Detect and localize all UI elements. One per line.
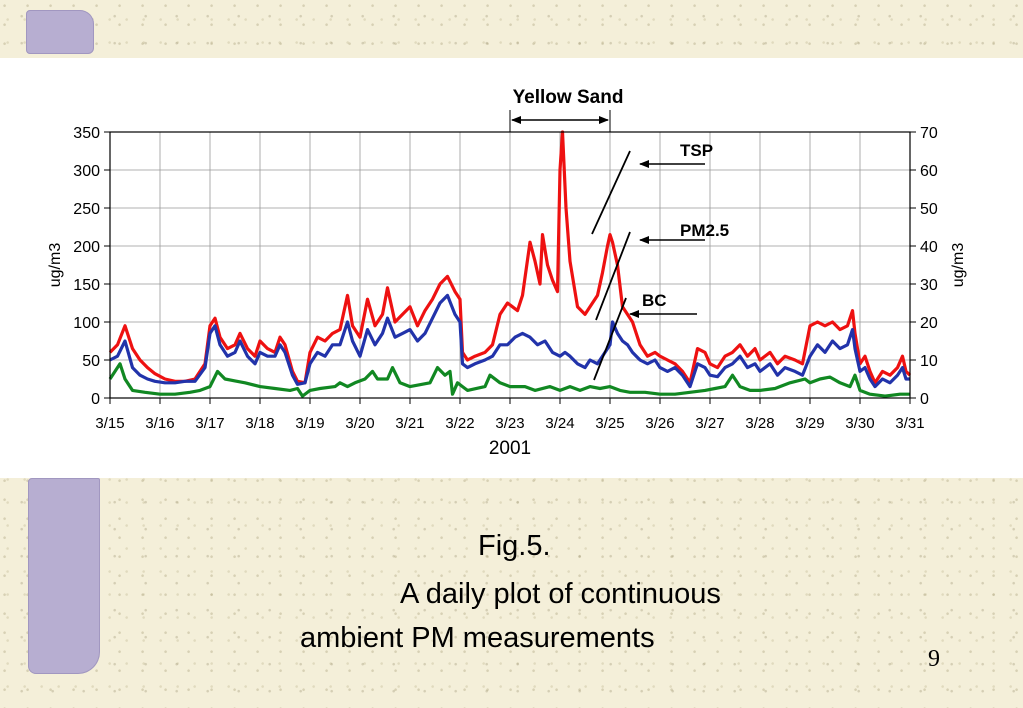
right-y-tick-label: 30 xyxy=(920,277,938,294)
left-y-axis-title: ug/m3 xyxy=(47,243,64,288)
left-y-tick-label: 0 xyxy=(91,391,100,408)
pm-time-series-chart: 0 50 100 150 200 250 300 350 0 10 20 30 40 50 60 70 3/15… xyxy=(47,87,967,459)
x-tick-label: 3/17 xyxy=(195,415,224,432)
x-tick-label: 3/28 xyxy=(745,415,774,432)
right-y-tick-label: 20 xyxy=(920,315,938,332)
left-y-tick-label: 50 xyxy=(82,353,100,370)
x-tick-label: 3/23 xyxy=(495,415,524,432)
right-y-tick-label: 50 xyxy=(920,201,938,218)
left-y-tick-label: 150 xyxy=(73,277,100,294)
x-tick-label: 3/25 xyxy=(595,415,624,432)
figure-caption-line-1: A daily plot of continuous xyxy=(400,578,721,610)
left-y-tick-label: 250 xyxy=(73,201,100,218)
series-callout-leader xyxy=(591,150,631,235)
decorative-tab-left xyxy=(28,478,100,674)
series-line-bc xyxy=(108,362,910,398)
x-tick-label: 3/18 xyxy=(245,415,274,432)
x-tick-label: 3/19 xyxy=(295,415,324,432)
figure-caption-line-2: ambient PM measurements xyxy=(300,622,655,654)
axis-layer: 0 50 100 150 200 250 300 350 0 10 20 30 40 50 60 70 3/15… xyxy=(47,125,967,459)
chart-panel: 0 50 100 150 200 250 300 350 0 10 20 30 40 50 60 70 3/15… xyxy=(0,58,1023,478)
right-y-tick-label: 60 xyxy=(920,163,938,180)
series-callout-label: TSP xyxy=(680,141,713,160)
x-tick-label: 3/24 xyxy=(545,415,574,432)
right-y-axis-title: ug/m3 xyxy=(950,243,967,288)
right-y-tick-label: 10 xyxy=(920,353,938,370)
series-callout-leader xyxy=(595,231,631,321)
event-label: Yellow Sand xyxy=(513,87,624,108)
right-y-tick-label: 0 xyxy=(920,391,929,408)
series-callout-leader xyxy=(593,297,627,381)
x-tick-label: 3/26 xyxy=(645,415,674,432)
right-y-tick-label: 40 xyxy=(920,239,938,256)
left-y-tick-label: 200 xyxy=(73,239,100,256)
x-tick-label: 3/16 xyxy=(145,415,174,432)
right-y-tick-label: 70 xyxy=(920,125,938,142)
series-line-pm2-5 xyxy=(109,293,910,389)
page-number: 9 xyxy=(928,646,940,672)
x-tick-label: 3/27 xyxy=(695,415,724,432)
x-tick-label: 3/31 xyxy=(895,415,924,432)
series-callout-label: PM2.5 xyxy=(680,221,729,240)
series-callout-label: BC xyxy=(642,291,667,310)
annotation-layer: Yellow Sand TSP PM2.5 BC xyxy=(509,87,729,381)
left-y-tick-label: 100 xyxy=(73,315,100,332)
x-tick-label: 3/21 xyxy=(395,415,424,432)
x-axis-title: 2001 xyxy=(489,438,531,459)
x-tick-label: 3/30 xyxy=(845,415,874,432)
series-layer xyxy=(108,130,912,398)
figure-number: Fig.5. xyxy=(478,530,551,562)
x-tick-label: 3/29 xyxy=(795,415,824,432)
x-tick-label: 3/22 xyxy=(445,415,474,432)
left-y-tick-label: 350 xyxy=(73,125,100,142)
x-tick-label: 3/20 xyxy=(345,415,374,432)
decorative-tab-top xyxy=(26,10,94,54)
series-line-tsp xyxy=(108,130,912,385)
left-y-tick-label: 300 xyxy=(73,163,100,180)
x-tick-label: 3/15 xyxy=(95,415,124,432)
